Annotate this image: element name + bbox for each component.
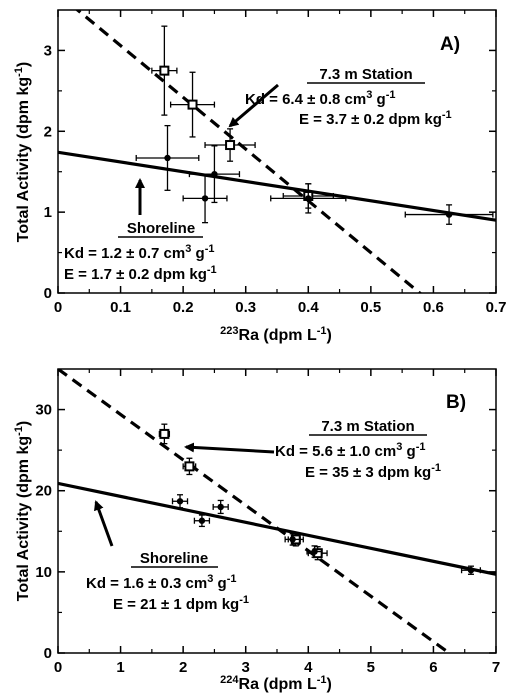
panel-b-marks <box>58 369 496 653</box>
panel-a-shore-kd: Kd = 1.2 ± 0.7 cm3 g-1 <box>64 243 214 262</box>
square-marker <box>159 65 170 76</box>
x-tick-label: 7 <box>492 659 500 676</box>
panel-b-ylabel: Total Activity (dpm kg-1) <box>13 421 32 601</box>
circle-marker <box>467 567 475 574</box>
square-marker <box>184 461 195 472</box>
panel-b-station-point <box>307 546 328 561</box>
panel-b-station-point <box>182 457 197 476</box>
panel-b-label: B) <box>446 392 466 413</box>
x-tick-label: 3 <box>242 659 250 676</box>
panel-a-station-fit-line <box>75 10 423 293</box>
panel-a-plot-area <box>58 10 496 293</box>
panel-a-marks <box>58 10 496 293</box>
panel-a-station-point <box>151 25 178 116</box>
x-tick-label: 0 <box>54 659 62 676</box>
panel-a-label: A) <box>440 34 460 55</box>
panel-b-station-annotation: 7.3 m Station Kd = 5.6 ± 1.0 cm3 g-1 E =… <box>184 418 441 481</box>
panel-b-station-e: E = 35 ± 3 dpm kg-1 <box>305 462 441 481</box>
circle-marker <box>201 195 209 202</box>
y-tick-label: 1 <box>44 204 52 221</box>
x-tick-label: 5 <box>367 659 375 676</box>
panel-b-ticks: 0 1 2 3 4 5 6 7 0 10 20 30 <box>35 369 500 676</box>
circle-marker <box>176 498 184 505</box>
panel-a-station-e: E = 3.7 ± 0.2 dpm kg-1 <box>299 109 452 128</box>
x-tick-label: 0 <box>54 299 62 316</box>
panel-a-station-point <box>169 71 216 138</box>
panel-b-shoreline-point <box>212 499 229 515</box>
square-marker <box>159 428 170 439</box>
panel-b-xlabel: 224Ra (dpm L-1) <box>220 674 332 693</box>
panel-b-plot-area <box>58 369 496 653</box>
panel-a-shoreline-point <box>270 183 347 214</box>
circle-marker <box>198 517 206 524</box>
circle-marker <box>164 154 171 162</box>
panel-b-shore-title: Shoreline <box>140 550 208 567</box>
panel-b-shore-e: E = 21 ± 1 dpm kg-1 <box>113 594 249 613</box>
y-tick-label: 2 <box>44 123 52 140</box>
panel-b-station-arrow <box>184 442 275 454</box>
x-tick-label: 2 <box>179 659 187 676</box>
x-tick-label: 0.6 <box>423 299 444 316</box>
y-tick-label: 30 <box>35 402 52 419</box>
circle-marker <box>211 170 218 178</box>
panel-b-station-kd: Kd = 5.6 ± 1.0 cm3 g-1 <box>275 441 425 460</box>
panel-b-station-point <box>158 423 171 445</box>
panel-b-shoreline-point <box>193 514 211 528</box>
panel-a-shoreline-point <box>182 173 228 224</box>
panel-a-xlabel: 223Ra (dpm L-1) <box>220 325 332 344</box>
panel-b-shoreline-point <box>460 565 482 575</box>
panel-a-shore-e: E = 1.7 ± 0.2 dpm kg-1 <box>64 264 217 283</box>
circle-marker <box>445 211 453 218</box>
panel-b-shore-arrow <box>94 500 114 547</box>
panel-a-ylabel: Total Activity (dpm kg-1) <box>13 62 32 242</box>
y-tick-label: 0 <box>44 285 52 302</box>
y-tick-label: 20 <box>35 483 52 500</box>
panel-a-shoreline-annotation: Shoreline Kd = 1.2 ± 0.7 cm3 g-1 E = 1.7… <box>64 178 217 283</box>
x-tick-label: 0.1 <box>110 299 131 316</box>
panel-b-shore-kd: Kd = 1.6 ± 0.3 cm3 g-1 <box>86 573 236 592</box>
square-marker <box>225 140 236 151</box>
circle-marker <box>289 536 296 543</box>
panel-a: 0 0.1 0.2 0.3 0.4 0.5 0.6 0.7 0 1 2 3 A) Total Acti… <box>13 9 507 344</box>
panel-a-ticks: 0 0.1 0.2 0.3 0.4 0.5 0.6 0.7 0 1 2 3 <box>44 10 507 316</box>
y-tick-label: 0 <box>44 645 52 662</box>
panel-a-station-title: 7.3 m Station <box>319 66 412 83</box>
square-marker <box>187 99 198 110</box>
circle-marker <box>217 503 224 511</box>
panel-a-shore-title: Shoreline <box>127 220 195 237</box>
circle-marker <box>311 548 318 555</box>
panel-b-station-title: 7.3 m Station <box>321 418 414 435</box>
panel-a-station-point <box>204 128 256 162</box>
x-tick-label: 0.4 <box>298 299 320 316</box>
x-tick-label: 0.2 <box>173 299 194 316</box>
panel-a-station-annotation: 7.3 m Station Kd = 6.4 ± 0.8 cm3 g-1 E =… <box>228 66 452 128</box>
panel-a-station-kd: Kd = 6.4 ± 0.8 cm3 g-1 <box>245 89 395 108</box>
panel-a-shoreline-fit-line <box>58 150 496 222</box>
panel-a-shoreline-point <box>135 124 200 191</box>
x-tick-label: 0.3 <box>235 299 256 316</box>
panel-b: 0 1 2 3 4 5 6 7 0 10 20 30 B) Total Activity (dpm k… <box>13 368 500 693</box>
panel-b-shoreline-point <box>284 533 301 546</box>
panel-b-shoreline-point <box>306 545 323 558</box>
y-tick-label: 10 <box>35 564 52 581</box>
x-tick-label: 0.5 <box>360 299 381 316</box>
x-tick-label: 0.7 <box>486 299 507 316</box>
panel-b-shoreline-annotation: Shoreline Kd = 1.6 ± 0.3 cm3 g-1 E = 21 … <box>86 500 249 613</box>
x-tick-label: 1 <box>116 659 124 676</box>
x-tick-label: 6 <box>429 659 437 676</box>
x-tick-label: 4 <box>304 659 313 676</box>
panel-b-shoreline-fit-line <box>58 481 496 576</box>
panel-b-shoreline-point <box>171 494 189 509</box>
panel-a-station-arrow <box>228 83 279 128</box>
circle-marker <box>305 195 312 202</box>
panel-a-shoreline-point <box>188 145 241 204</box>
y-tick-label: 3 <box>44 42 52 59</box>
